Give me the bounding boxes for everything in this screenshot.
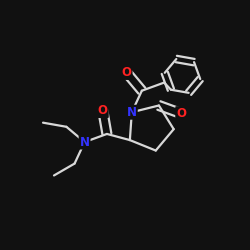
Text: N: N xyxy=(80,136,90,148)
Text: O: O xyxy=(176,107,186,120)
Text: O: O xyxy=(98,104,108,117)
Text: N: N xyxy=(127,106,137,119)
Text: O: O xyxy=(122,66,132,79)
